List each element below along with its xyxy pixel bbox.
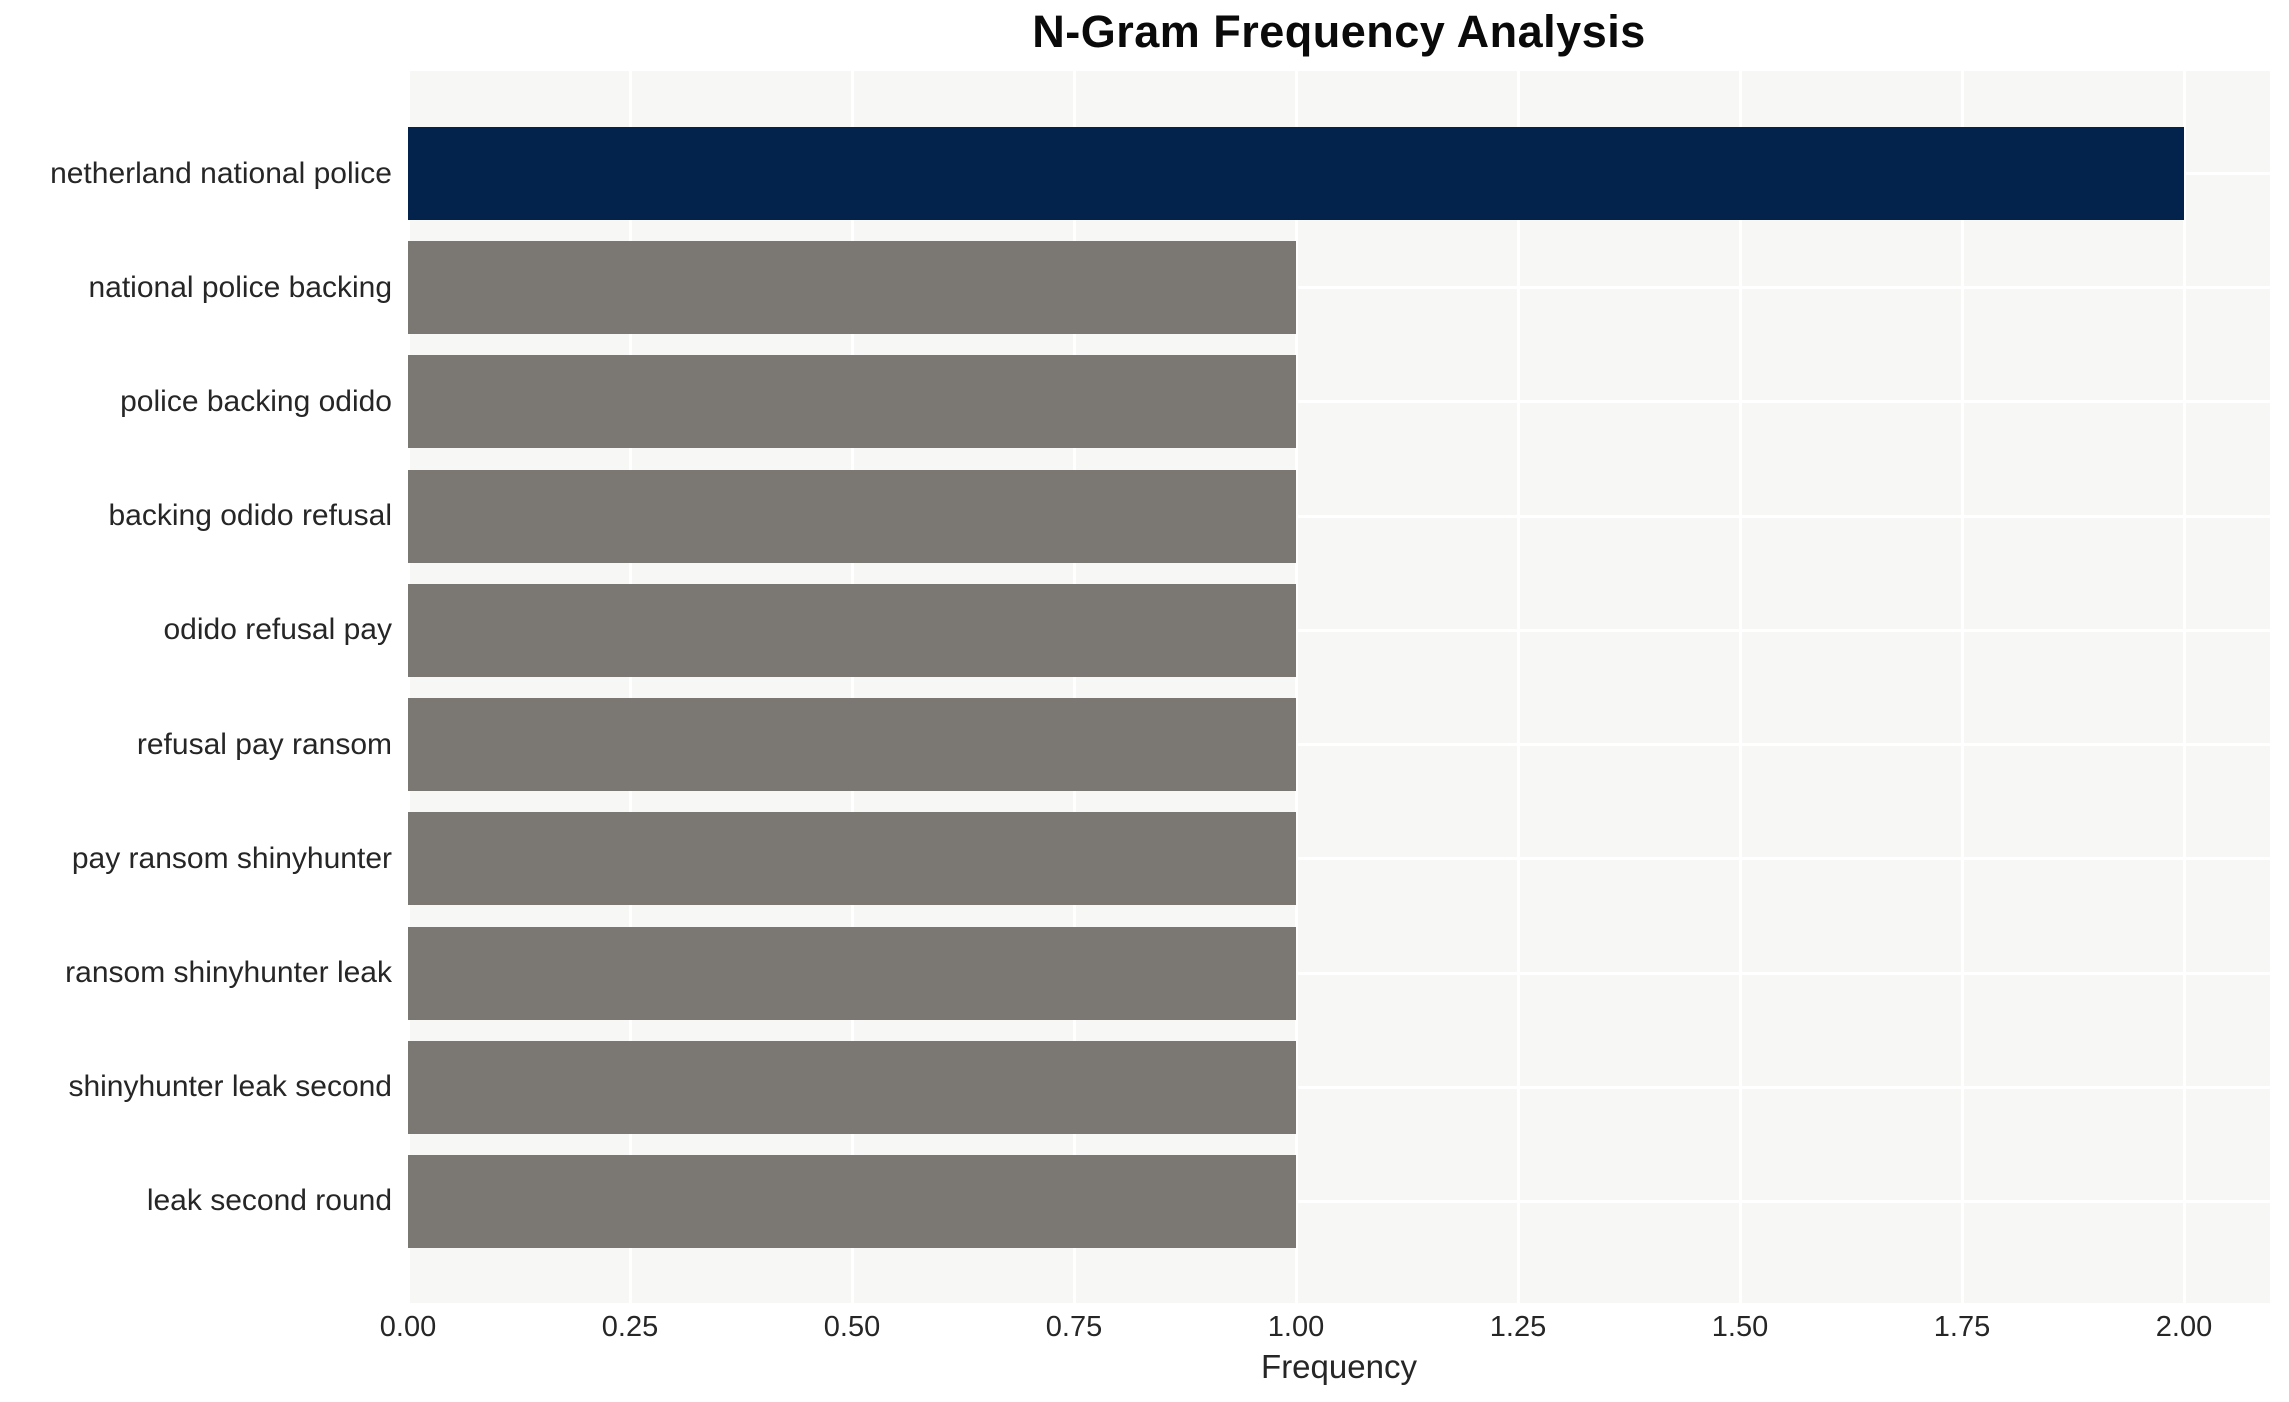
x-tick-label: 1.50	[1711, 1311, 1769, 1343]
h-gridline	[408, 400, 2270, 404]
x-tick-label: 0.75	[1045, 1311, 1103, 1343]
v-gridline	[1294, 71, 1298, 1303]
y-tick-label: leak second round	[146, 1184, 392, 1218]
x-tick-label: 0.25	[601, 1311, 659, 1343]
bar-national-police-backing	[408, 241, 1296, 335]
y-tick-label: odido refusal pay	[163, 613, 393, 647]
v-gridline	[1960, 71, 1964, 1303]
h-gridline	[408, 1085, 2270, 1089]
h-gridline	[408, 628, 2270, 632]
v-gridline	[1072, 71, 1076, 1303]
v-gridline	[1516, 71, 1520, 1303]
bar-refusal-pay-ransom	[408, 698, 1296, 792]
v-gridline	[1738, 71, 1742, 1303]
y-tick-label: refusal pay ransom	[136, 727, 392, 761]
bar-shinyhunter-leak-second	[408, 1040, 1296, 1134]
y-tick-label: national police backing	[88, 270, 392, 304]
h-gridline	[408, 286, 2270, 290]
h-gridline	[408, 743, 2270, 747]
bar-police-backing-odido	[408, 355, 1296, 449]
chart-title: N-Gram Frequency Analysis	[1032, 6, 1646, 57]
bar-netherland-national-police	[408, 127, 2184, 220]
x-tick-label: 1.25	[1489, 1311, 1547, 1343]
x-axis-label: Frequency	[1261, 1348, 1417, 1385]
h-gridline	[408, 971, 2270, 975]
v-gridline	[850, 71, 854, 1303]
y-tick-label: backing odido refusal	[108, 499, 392, 533]
x-tick-label: 2.00	[2155, 1311, 2213, 1343]
bar-ransom-shinyhunter-leak	[408, 926, 1296, 1020]
y-tick-label: shinyhunter leak second	[68, 1070, 392, 1104]
h-gridline	[408, 514, 2270, 518]
y-tick-label: ransom shinyhunter leak	[65, 956, 392, 990]
y-tick-label: pay ransom shinyhunter	[71, 841, 392, 875]
bar-odido-refusal-pay	[408, 583, 1296, 677]
y-tick-label: netherland national police	[50, 156, 392, 190]
x-tick-label: 0.50	[823, 1311, 881, 1343]
h-gridline	[408, 1199, 2270, 1203]
bar-pay-ransom-shinyhunter	[408, 812, 1296, 906]
x-tick-label: 1.75	[1933, 1311, 1991, 1343]
h-gridline	[408, 857, 2270, 861]
x-tick-label: 1.00	[1267, 1311, 1325, 1343]
plot-area	[406, 71, 2270, 1303]
v-gridline	[406, 71, 410, 1303]
v-gridline	[628, 71, 632, 1303]
v-gridline	[2182, 71, 2186, 1303]
y-tick-label: police backing odido	[120, 384, 392, 418]
x-tick-label: 0.00	[379, 1311, 437, 1343]
bar-backing-odido-refusal	[408, 469, 1296, 563]
bar-leak-second-round	[408, 1154, 1296, 1248]
